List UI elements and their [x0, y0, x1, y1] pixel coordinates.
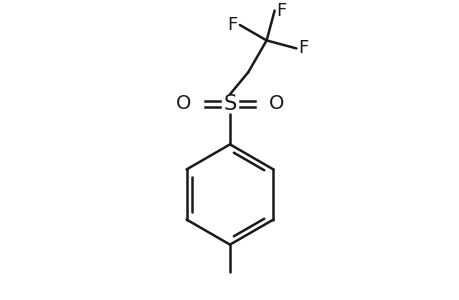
- Text: F: F: [298, 39, 308, 57]
- Text: O: O: [268, 94, 283, 113]
- Text: F: F: [276, 2, 286, 20]
- Text: O: O: [176, 94, 191, 113]
- Text: F: F: [227, 16, 237, 34]
- Text: S: S: [223, 94, 236, 114]
